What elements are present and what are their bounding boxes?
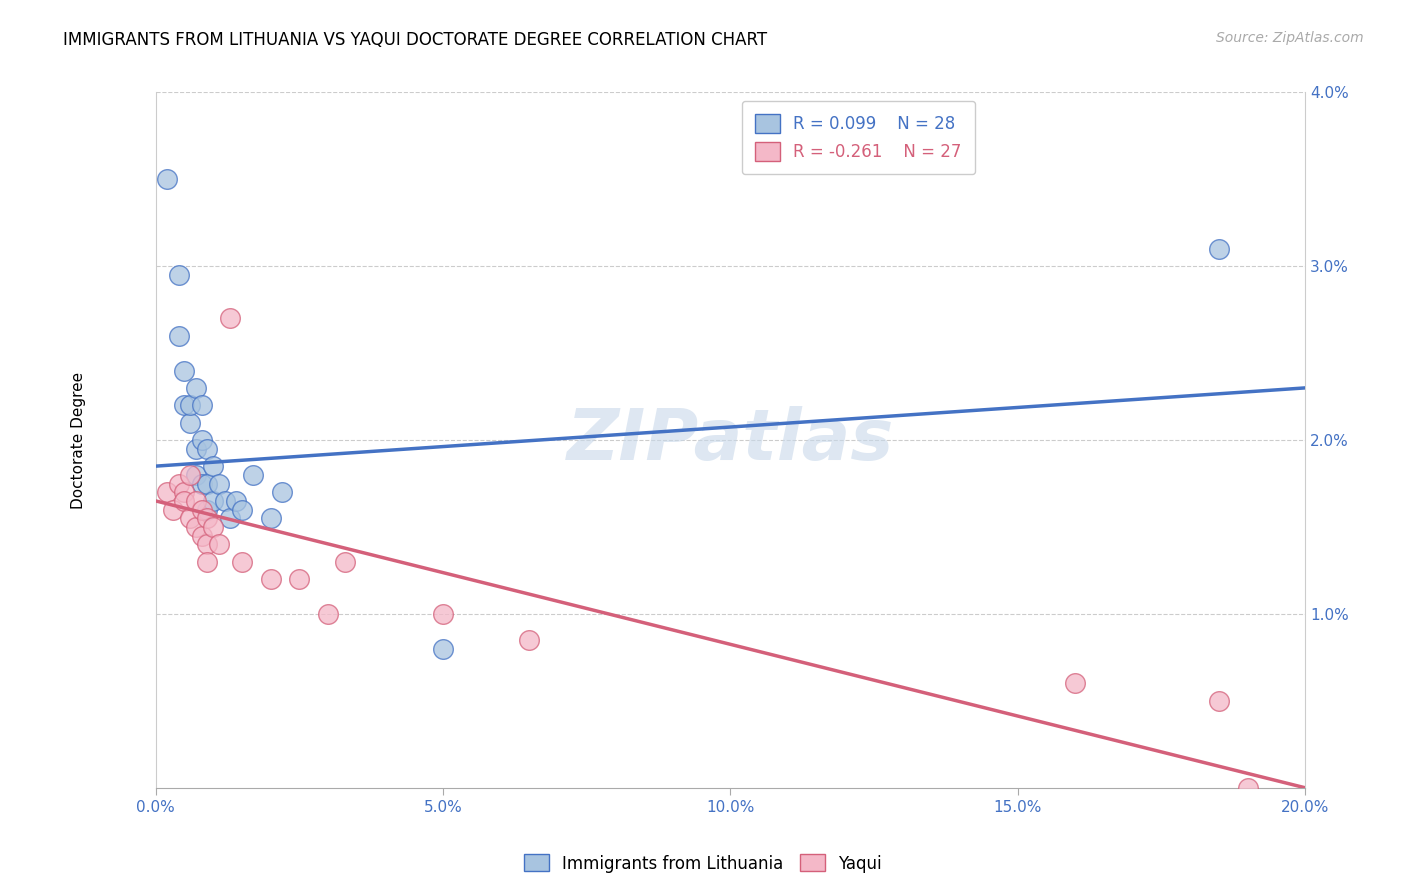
Point (197, 476, 219, 491)
Point (432, 607, 454, 621)
Point (231, 555, 253, 569)
Point (190, 529, 212, 543)
Point (184, 442, 207, 456)
Point (208, 537, 231, 551)
Text: Source: ZipAtlas.com: Source: ZipAtlas.com (1216, 31, 1364, 45)
Point (173, 398, 195, 412)
Point (316, 607, 339, 621)
Point (184, 494, 207, 508)
Point (242, 467, 264, 482)
Point (190, 476, 212, 491)
Point (173, 363, 195, 377)
Point (202, 520, 225, 534)
Text: ZIPatlas: ZIPatlas (567, 406, 894, 475)
Point (197, 511, 219, 525)
Point (259, 572, 281, 586)
Point (156, 172, 179, 186)
Point (1208, 694, 1230, 708)
Point (156, 485, 179, 500)
Point (208, 476, 231, 491)
Point (179, 416, 201, 430)
Point (1208, 242, 1230, 256)
Point (162, 502, 184, 516)
Point (167, 268, 190, 282)
Text: IMMIGRANTS FROM LITHUANIA VS YAQUI DOCTORATE DEGREE CORRELATION CHART: IMMIGRANTS FROM LITHUANIA VS YAQUI DOCTO… (63, 31, 768, 49)
Point (197, 555, 219, 569)
Point (173, 485, 195, 500)
Point (184, 467, 207, 482)
Point (190, 398, 212, 412)
Legend: Immigrants from Lithuania, Yaqui: Immigrants from Lithuania, Yaqui (517, 847, 889, 880)
Point (214, 494, 236, 508)
Point (271, 485, 294, 500)
Point (197, 442, 219, 456)
Point (184, 520, 207, 534)
Point (179, 511, 201, 525)
Point (1064, 676, 1087, 690)
Point (179, 467, 201, 482)
Point (167, 328, 190, 343)
Point (197, 502, 219, 516)
Point (288, 572, 311, 586)
Point (335, 555, 357, 569)
Point (225, 494, 247, 508)
Point (184, 381, 207, 395)
Point (219, 311, 242, 326)
Point (1236, 780, 1258, 795)
Point (231, 502, 253, 516)
Point (202, 494, 225, 508)
Point (179, 398, 201, 412)
Legend: R = 0.099    N = 28, R = -0.261    N = 27: R = 0.099 N = 28, R = -0.261 N = 27 (741, 101, 974, 174)
Point (197, 537, 219, 551)
Point (167, 476, 190, 491)
Point (259, 511, 281, 525)
Point (202, 459, 225, 474)
Point (517, 632, 540, 647)
Y-axis label: Doctorate Degree: Doctorate Degree (72, 371, 86, 508)
Point (219, 511, 242, 525)
Point (190, 502, 212, 516)
Point (190, 433, 212, 447)
Point (432, 641, 454, 656)
Point (173, 494, 195, 508)
